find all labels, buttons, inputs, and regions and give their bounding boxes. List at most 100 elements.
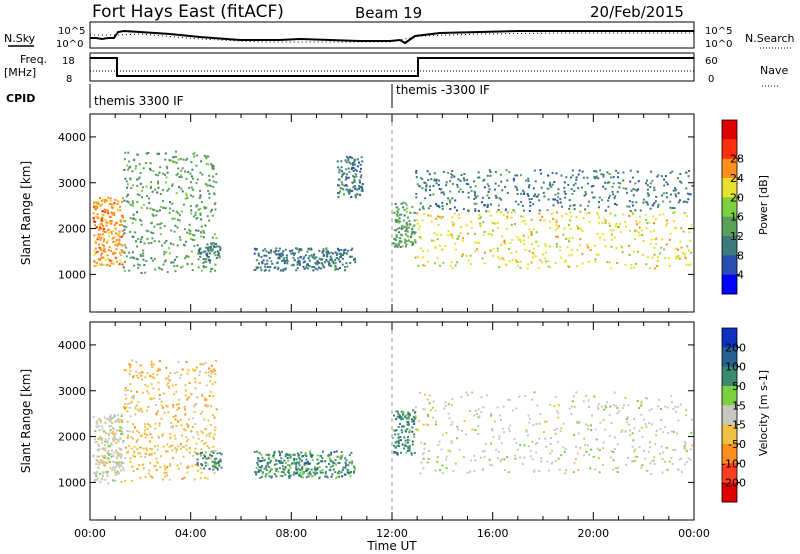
echo-cell [214, 369, 216, 372]
echo-cell [548, 265, 551, 268]
echo-cell [488, 458, 491, 461]
echo-cell [133, 158, 136, 161]
echo-cell [98, 444, 101, 447]
echo-cell [208, 246, 211, 249]
echo-cell [184, 159, 187, 161]
echo-cell [461, 191, 464, 193]
echo-cell [142, 467, 145, 470]
echo-cell [192, 233, 195, 236]
echo-cell [644, 423, 647, 426]
echo-cell [645, 263, 648, 266]
echo-cell [101, 198, 104, 201]
echo-cell [329, 458, 332, 461]
echo-cell [306, 461, 309, 463]
echo-cell [411, 421, 414, 423]
echo-cell [492, 436, 495, 439]
echo-cell [571, 169, 574, 172]
echo-cell [148, 197, 150, 200]
echo-cell [452, 183, 454, 185]
echo-cell [547, 469, 550, 472]
echo-cell [215, 181, 218, 184]
echo-cell [102, 456, 105, 459]
echo-cell [211, 166, 214, 169]
echo-cell [608, 196, 610, 199]
echo-cell [306, 472, 309, 475]
echo-cell [209, 432, 212, 435]
echo-cell [649, 207, 652, 210]
echo-cell [215, 257, 218, 259]
echo-cell [315, 256, 318, 259]
echo-cell [616, 262, 619, 264]
echo-cell [130, 436, 133, 439]
echo-cell [185, 255, 188, 257]
echo-cell [454, 248, 457, 251]
echo-cell [416, 219, 419, 222]
echo-cell [322, 250, 325, 252]
echo-cell [208, 447, 211, 449]
echo-cell [549, 227, 552, 229]
echo-cell [95, 251, 97, 254]
echo-cell [93, 234, 96, 237]
colorbar-tick-label: -50 [728, 438, 746, 451]
echo-cell [440, 191, 443, 194]
echo-cell [654, 218, 657, 220]
echo-cell [626, 191, 628, 194]
echo-cell [196, 461, 199, 464]
echo-cell [638, 234, 641, 237]
echo-cell [203, 454, 206, 457]
echo-cell [398, 227, 401, 230]
echo-cell [199, 467, 202, 470]
echo-cell [204, 464, 207, 467]
echo-cell [209, 247, 212, 250]
echo-cell [669, 171, 672, 174]
echo-cell [160, 455, 162, 458]
echo-cell [625, 187, 628, 190]
echo-cell [169, 462, 172, 465]
echo-cell [162, 200, 164, 202]
echo-cell [197, 258, 200, 261]
echo-cell [394, 429, 397, 432]
echo-cell [515, 250, 518, 253]
echo-cell [665, 224, 668, 227]
echo-cell [394, 242, 397, 245]
echo-cell [104, 438, 107, 441]
echo-cell [100, 253, 103, 256]
echo-cell [494, 182, 497, 185]
echo-cell [168, 478, 171, 481]
echo-cell [570, 176, 572, 179]
echo-cell [267, 457, 270, 460]
echo-cell [135, 361, 138, 364]
echo-cell [116, 203, 119, 206]
echo-cell [438, 179, 441, 182]
echo-cell [116, 456, 118, 459]
echo-cell [473, 470, 476, 473]
echo-cell [132, 184, 134, 187]
echo-cell [483, 230, 486, 233]
echo-cell [345, 464, 348, 467]
echo-cell [559, 256, 562, 259]
echo-cell [422, 452, 425, 455]
echo-cell [148, 472, 150, 475]
echo-cell [216, 452, 219, 455]
echo-cell [163, 225, 166, 228]
echo-cell [199, 452, 202, 455]
echo-cell [116, 244, 119, 247]
echo-cell [335, 463, 338, 466]
echo-cell [279, 252, 282, 255]
echo-cell [185, 448, 188, 451]
echo-cell [117, 420, 120, 422]
echo-cell [293, 459, 296, 462]
echo-cell [325, 475, 328, 478]
echo-cell [570, 413, 573, 415]
echo-cell [686, 461, 688, 464]
echo-cell [143, 432, 146, 435]
echo-cell [98, 246, 101, 249]
echo-cell [435, 203, 438, 205]
echo-cell [183, 407, 186, 410]
echo-cell [93, 220, 95, 223]
echo-cell [293, 259, 296, 262]
echo-cell [190, 393, 193, 396]
echo-cell [592, 196, 595, 199]
echo-cell [402, 425, 405, 428]
echo-cell [136, 193, 139, 196]
